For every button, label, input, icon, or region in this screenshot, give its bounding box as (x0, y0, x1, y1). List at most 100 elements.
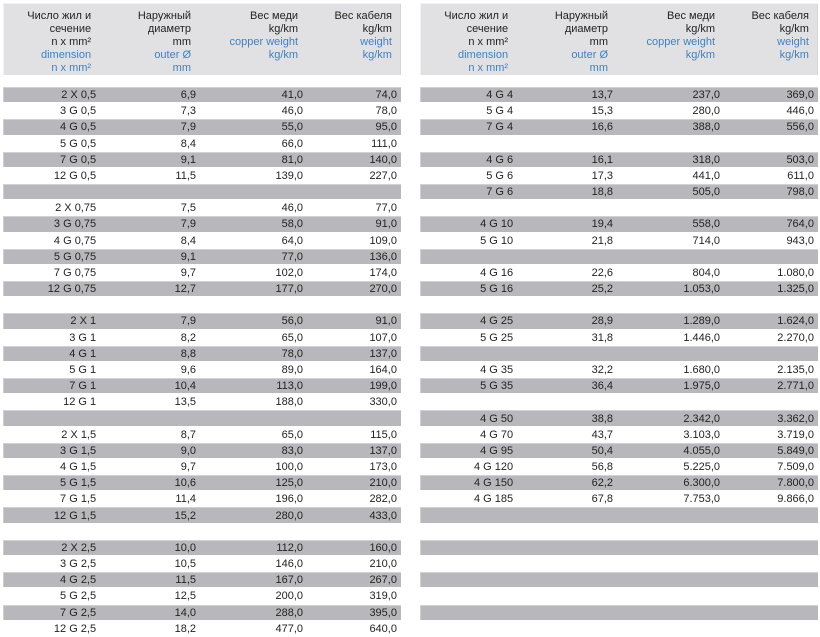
cell-cable-weight: 107,0 (369, 331, 397, 344)
table-row: 3 G 1 8,2 65,0 107,0 (3, 329, 401, 346)
cell-dimension: 4 G 0,75 (53, 234, 97, 247)
cell-cable-weight: 140,0 (369, 153, 397, 166)
cell-cable-weight: 137,0 (369, 444, 397, 457)
table-row: 4 G 16 22,6 804,0 1.080,0 (420, 264, 818, 282)
cell-dimension: 4 G 150 (473, 477, 514, 490)
cell-cable-weight: 282,0 (369, 493, 397, 506)
cell-outer-diameter: 7,3 (180, 105, 196, 118)
header-line-ru: n x mm² (51, 36, 92, 48)
cell-outer-diameter: 15,2 (174, 509, 196, 522)
cell-copper-weight: 78,0 (281, 347, 304, 360)
cell-cable-weight: 78,0 (375, 105, 397, 118)
cell-cable-weight: 640,0 (369, 622, 397, 635)
cell-cable-weight: 160,0 (369, 541, 397, 554)
cell-dimension: 4 G 50 (480, 412, 514, 425)
table-row: 7 G 6 18,8 505,0 798,0 (420, 184, 818, 201)
cell-copper-weight: 55,0 (281, 121, 304, 134)
cell-copper-weight: 1.289,0 (683, 315, 721, 328)
table-row: 4 G 10 19,4 558,0 764,0 (420, 216, 818, 233)
header-line-en: weight (360, 36, 392, 48)
cell-copper-weight: 505,0 (692, 186, 721, 199)
table-right: Число жил и сечение n x mm² dimension n x mm… (420, 3, 818, 637)
cell-cable-weight: 210,0 (369, 477, 397, 490)
header-line-ru: сечение (49, 23, 92, 35)
cell-outer-diameter: 50,4 (591, 444, 613, 457)
cell-outer-diameter: 62,2 (591, 477, 613, 490)
header-line-ru: kg/km (779, 23, 809, 35)
table-row: 5 G 10 21,8 714,0 943,0 (420, 232, 818, 249)
cell-outer-diameter: 67,8 (591, 493, 613, 506)
cell-dimension: 5 G 0,5 (60, 137, 97, 150)
cell-outer-diameter: 38,8 (591, 412, 613, 425)
cell-cable-weight: 798,0 (786, 186, 814, 199)
header-line-en: outer Ø (154, 49, 191, 61)
cell-dimension: 12 G 2,5 (53, 622, 97, 635)
cell-cable-weight: 503,0 (786, 153, 814, 166)
cell-cable-weight: 611,0 (787, 169, 814, 182)
cell-outer-diameter: 25,2 (591, 283, 613, 296)
separator-row (420, 555, 818, 573)
table-row: 4 G 0,75 8,4 64,0 109,0 (3, 232, 401, 249)
cell-copper-weight: 41,0 (281, 89, 304, 102)
header-line-en: n x mm² (468, 62, 509, 74)
table-row: 2 X 0,75 7,5 46,0 77,0 (3, 200, 401, 217)
cell-dimension: 2 X 2,5 (61, 541, 97, 554)
cell-copper-weight: 77,0 (281, 250, 304, 263)
cell-copper-weight: 89,0 (281, 364, 304, 376)
cell-dimension: 12 G 0,75 (47, 283, 97, 296)
cell-outer-diameter: 17,3 (591, 169, 613, 182)
separator-row (420, 248, 818, 265)
table-row: 4 G 1 8,8 78,0 137,0 (3, 345, 401, 362)
cell-dimension: 5 G 16 (480, 283, 514, 296)
table-row: 4 G 150 62,2 6.300,0 7.800,0 (420, 475, 818, 492)
cell-dimension: 7 G 0,5 (60, 153, 97, 166)
header-line-ru: Число жил и (27, 10, 92, 22)
cell-outer-diameter: 31,8 (591, 331, 613, 344)
cell-cable-weight: 556,0 (786, 121, 814, 134)
cell-dimension: 4 G 2,5 (60, 574, 97, 587)
cell-cable-weight: 9.866,0 (777, 493, 814, 506)
table-row: 5 G 4 15,3 280,0 446,0 (420, 103, 818, 120)
table-row: 4 G 1,5 9,7 100,0 173,0 (3, 458, 401, 476)
cell-cable-weight: 210,0 (369, 558, 397, 571)
cell-cable-weight: 136,0 (369, 250, 397, 263)
separator-row (420, 604, 818, 621)
separator-row (420, 539, 818, 556)
header-line-ru: n x mm² (468, 36, 509, 48)
header-line-ru: Вес меди (667, 10, 716, 22)
table-row: 4 G 2,5 11,5 167,0 267,0 (3, 572, 401, 589)
header-line-en: dimension (457, 49, 509, 61)
cell-dimension: 4 G 1,5 (60, 461, 97, 474)
table-left: Число жил и сечение n x mm² dimension n x mm… (3, 3, 401, 637)
cell-copper-weight: 288,0 (275, 606, 304, 619)
separator-row (420, 620, 818, 637)
table-row: 5 G 0,5 8,4 66,0 111,0 (3, 135, 401, 152)
table-row: 2 X 0,5 6,9 41,0 74,0 (3, 87, 401, 104)
separator-row (3, 297, 401, 314)
cell-cable-weight: 199,0 (369, 380, 397, 393)
cell-dimension: 4 G 4 (486, 89, 514, 102)
cell-dimension: 5 G 25 (480, 331, 514, 344)
table-row: 3 G 2,5 10,5 146,0 210,0 (3, 555, 401, 573)
cell-copper-weight: 714,0 (692, 234, 721, 247)
header-line-en: kg/km (362, 49, 392, 61)
cell-dimension: 12 G 0,5 (53, 169, 97, 182)
cell-cable-weight: 227,0 (369, 169, 397, 182)
cell-cable-weight: 330,0 (369, 396, 397, 409)
cell-copper-weight: 64,0 (281, 234, 304, 247)
cell-outer-diameter: 43,7 (591, 428, 613, 441)
cell-cable-weight: 2.270,0 (777, 331, 814, 344)
cell-cable-weight: 7.800,0 (777, 477, 814, 490)
cell-outer-diameter: 15,3 (591, 105, 613, 118)
cell-outer-diameter: 10,4 (174, 380, 196, 393)
cell-dimension: 4 G 16 (480, 266, 514, 279)
cell-copper-weight: 1.975,0 (683, 380, 721, 393)
cell-dimension: 5 G 4 (486, 105, 514, 118)
cell-outer-diameter: 19,4 (591, 218, 613, 231)
cell-cable-weight: 2.135,0 (777, 364, 814, 376)
cell-dimension: 5 G 0,75 (53, 250, 97, 263)
cell-copper-weight: 200,0 (275, 590, 304, 603)
header-line-en: mm (589, 62, 608, 74)
cell-copper-weight: 83,0 (281, 444, 304, 457)
cell-copper-weight: 558,0 (692, 218, 721, 231)
